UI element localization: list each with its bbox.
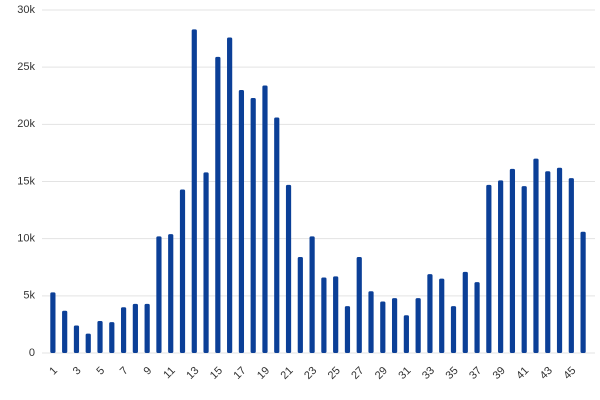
bar [439,278,445,353]
bar [191,29,197,353]
y-tick-label: 25k [17,61,35,73]
bar [85,333,91,353]
x-tick-label: 7 [118,365,131,378]
x-tick-label: 5 [94,365,107,378]
y-tick-label: 20k [17,118,35,130]
bar [120,307,127,353]
bar [344,306,351,353]
bar [498,180,504,353]
bar [250,98,256,353]
bar [168,234,174,353]
x-tick-label: 1 [47,365,60,378]
bar [474,282,480,353]
x-tick-label: 3 [71,365,84,378]
bar [462,271,468,353]
bar [73,325,80,353]
x-tick-label: 11 [161,365,178,382]
bar [227,37,233,353]
bar [50,292,56,353]
bar [203,172,209,353]
x-tick-label: 25 [326,365,343,382]
bar [380,301,386,353]
bar [368,291,374,353]
bar [333,276,339,353]
bar [533,158,539,353]
x-tick-label: 13 [184,365,201,382]
x-tick-label: 43 [538,365,555,382]
bar [274,117,280,354]
bar [391,298,398,353]
bar [568,178,574,353]
x-tick-label: 27 [349,365,366,382]
bar [509,168,516,353]
bar [403,315,409,353]
bar [132,303,138,353]
bar [262,85,268,354]
bar [486,184,492,353]
bar [356,256,362,353]
x-tick-label: 37 [467,365,484,382]
y-tick-label: 30k [17,4,35,16]
bar [215,56,221,353]
bar [556,167,563,353]
x-tick-label: 45 [561,365,578,382]
x-tick-label: 19 [255,365,272,382]
x-tick-label: 35 [444,365,461,382]
bar [144,303,150,353]
y-tick-label: 0 [29,347,35,359]
bar [285,184,292,353]
x-tick-label: 31 [396,365,413,382]
x-tick-label: 21 [279,365,296,382]
bar [415,298,421,353]
bar [297,256,303,353]
x-tick-label: 15 [208,365,225,382]
x-tick-label: 41 [514,365,531,382]
bar [97,320,103,353]
bar [156,236,162,353]
x-tick-label: 29 [373,365,390,382]
bar [62,310,68,353]
x-tick-label: 33 [420,365,437,382]
x-tick-label: 9 [142,365,155,378]
bar [179,189,186,353]
y-tick-label: 5k [23,290,35,302]
bar [545,171,551,353]
x-tick-label: 17 [231,365,248,382]
bar [521,186,527,353]
bar [427,274,433,353]
y-tick-label: 10k [17,233,35,245]
bar [321,277,327,353]
bar [580,231,586,353]
bar [450,306,457,353]
y-tick-label: 15k [17,175,35,187]
x-tick-label: 39 [491,365,508,382]
bar [109,322,115,353]
bar [238,90,245,354]
bar [309,236,315,353]
x-tick-label: 23 [302,365,319,382]
